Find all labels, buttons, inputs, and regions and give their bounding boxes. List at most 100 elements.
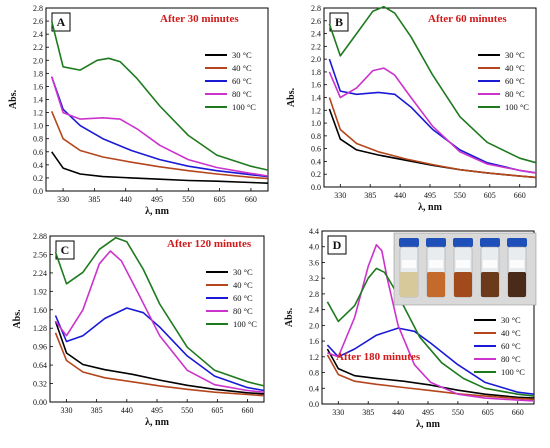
- x-tick-label: 385: [91, 406, 103, 415]
- series-line-80c: [54, 250, 265, 393]
- series-line-80c: [50, 76, 269, 177]
- vial-label: [456, 260, 470, 268]
- y-tick-label: 0.4: [309, 384, 319, 393]
- vial-cap: [453, 238, 473, 247]
- panel-c: 0.00 0.32 0.64 0.96 1.28 1.60 1.92 2.24 2.56 2.88…: [12, 232, 265, 428]
- vial-label: [402, 260, 416, 268]
- x-tick-label: 660: [245, 195, 257, 204]
- x-tick-label: 550: [454, 191, 466, 200]
- y-tick-label: 0.0: [33, 187, 43, 196]
- x-tick-label: 495: [424, 191, 436, 200]
- y-axis-label: Abs.: [286, 87, 297, 107]
- y-tick-label: 2.2: [33, 43, 43, 52]
- legend-label: 30 °C: [505, 50, 525, 60]
- panel-title: After 180 minutes: [336, 351, 421, 363]
- series-line-80c: [327, 244, 535, 402]
- panel-title: After 60 minutes: [428, 13, 507, 25]
- x-tick-label: 660: [514, 191, 526, 200]
- y-tick-label: 2.8: [309, 290, 319, 299]
- x-tick-label: 440: [121, 406, 133, 415]
- vial-liquid: [427, 272, 445, 297]
- y-tick-label: 2.4: [311, 30, 321, 39]
- y-tick-label: 2.0: [311, 55, 321, 64]
- x-tick-label: 495: [151, 195, 163, 204]
- x-tick-label: 495: [422, 408, 434, 417]
- series-line-40c: [50, 110, 269, 180]
- x-tick-label: 440: [120, 195, 132, 204]
- y-tick-label: 2.88: [33, 232, 47, 241]
- panel-letter-box: [55, 240, 75, 260]
- y-tick-label: 0.0: [311, 183, 321, 192]
- panel-letter: C: [61, 243, 70, 257]
- legend-label: 80 °C: [232, 89, 252, 99]
- series-line-60c: [326, 327, 535, 395]
- y-tick-label: 2.2: [311, 42, 321, 51]
- series-line-30c: [54, 321, 265, 395]
- y-tick-label: 1.0: [33, 122, 43, 131]
- panel-letter: B: [335, 15, 343, 29]
- series-line-40c: [328, 97, 537, 179]
- vial-liquid: [508, 272, 526, 297]
- vials-photo: [393, 232, 537, 306]
- y-axis-label: Abs.: [284, 307, 295, 327]
- y-tick-label: 2.6: [311, 17, 321, 26]
- legend-label: 40 °C: [233, 280, 253, 290]
- y-axis-label: Abs.: [12, 309, 23, 329]
- legend-label: 100 °C: [501, 367, 525, 377]
- x-tick-label: 385: [364, 191, 376, 200]
- y-tick-label: 1.28: [33, 324, 47, 333]
- legend-label: 40 °C: [505, 63, 525, 73]
- x-axis-label: λ, nm: [416, 419, 440, 430]
- vial-cap: [507, 238, 527, 247]
- x-tick-label: 660: [242, 406, 254, 415]
- x-tick-label: 330: [60, 406, 72, 415]
- legend-label: 100 °C: [232, 102, 256, 112]
- panel-letter-box: [329, 12, 349, 32]
- legend-label: 30 °C: [233, 267, 253, 277]
- y-tick-label: 1.92: [33, 287, 47, 296]
- y-tick-label: 0.00: [33, 398, 47, 407]
- x-tick-label: 330: [57, 195, 69, 204]
- series-line-100c: [328, 5, 537, 164]
- legend-label: 80 °C: [233, 306, 253, 316]
- series-line-40c: [54, 332, 265, 397]
- x-tick-label: 605: [484, 191, 496, 200]
- x-tick-label: 440: [392, 408, 404, 417]
- x-tick-label: 385: [362, 408, 374, 417]
- y-tick-label: 1.6: [33, 82, 43, 91]
- legend-label: 40 °C: [232, 63, 252, 73]
- series-line-30c: [326, 348, 535, 399]
- plot-frame: [45, 7, 269, 192]
- x-tick-label: 385: [88, 195, 100, 204]
- vial-label: [483, 260, 497, 268]
- series-line-100c: [54, 236, 265, 387]
- y-tick-label: 0.32: [33, 380, 47, 389]
- y-tick-label: 0.8: [33, 135, 43, 144]
- y-tick-label: 0.4: [33, 161, 43, 170]
- legend-label: 60 °C: [501, 341, 521, 351]
- x-axis-label: λ, nm: [145, 206, 169, 217]
- legend-label: 30 °C: [501, 315, 521, 325]
- x-tick-label: 605: [214, 195, 226, 204]
- y-tick-label: 2.56: [33, 250, 47, 259]
- vial-liquid: [400, 272, 418, 297]
- legend-label: 60 °C: [233, 293, 253, 303]
- x-tick-label: 495: [151, 406, 163, 415]
- y-tick-label: 1.6: [311, 81, 321, 90]
- y-tick-label: 0.4: [311, 157, 321, 166]
- panel-title: After 30 minutes: [160, 13, 239, 25]
- y-tick-label: 1.2: [33, 109, 43, 118]
- y-tick-label: 0.6: [311, 145, 321, 154]
- panel-letter-box: [327, 235, 347, 255]
- legend-label: 100 °C: [233, 319, 257, 329]
- legend-label: 80 °C: [501, 354, 521, 364]
- series-line-60c: [328, 58, 537, 174]
- y-tick-label: 1.6: [309, 337, 319, 346]
- series-line-60c: [50, 76, 269, 178]
- legend-label: 60 °C: [505, 76, 525, 86]
- series-line-100c: [50, 20, 269, 171]
- panel-title: After 120 minutes: [167, 238, 252, 250]
- y-tick-label: 4.0: [309, 243, 319, 252]
- y-axis-label: Abs.: [8, 89, 19, 109]
